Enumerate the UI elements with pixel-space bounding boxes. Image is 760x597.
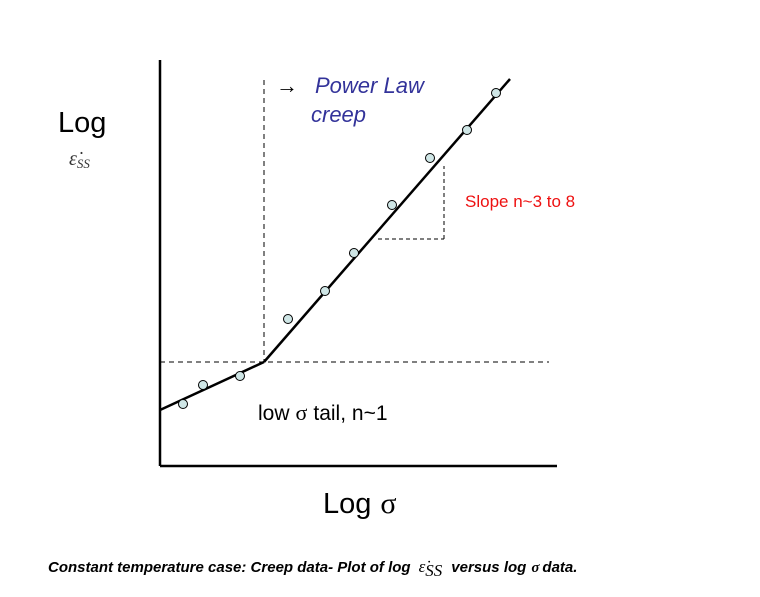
slope-label: Slope n~3 to 8 bbox=[465, 192, 575, 211]
caption-rate-quantity: ε̇ bbox=[419, 557, 431, 576]
power-law-label-line2: creep bbox=[311, 102, 366, 127]
data-point bbox=[235, 371, 245, 381]
power-law-fit-line bbox=[263, 78, 511, 363]
data-point bbox=[425, 153, 435, 163]
figure-caption: Constant temperature case: Creep data- P… bbox=[48, 557, 577, 580]
y-axis-rate-subscript: SS bbox=[77, 156, 91, 171]
x-axis-label-log: Log bbox=[323, 488, 371, 520]
data-point bbox=[178, 399, 188, 409]
power-law-label-line1: Power Law bbox=[315, 73, 426, 98]
caption-sigma: σ bbox=[531, 560, 540, 576]
caption-rate-subscript: SS bbox=[425, 561, 443, 580]
data-points bbox=[178, 88, 501, 409]
data-point bbox=[198, 380, 208, 390]
x-axis-label-sigma: σ bbox=[380, 487, 396, 520]
x-axis-label: Log σ bbox=[323, 487, 397, 520]
caption-part3: data. bbox=[542, 559, 577, 576]
data-point bbox=[283, 314, 293, 324]
data-point bbox=[320, 286, 330, 296]
low-stress-fit-line bbox=[159, 360, 265, 412]
y-axis-label: Log bbox=[58, 107, 106, 139]
data-point bbox=[387, 200, 397, 210]
data-point bbox=[462, 125, 472, 135]
low-stress-tail-label: low σ tail, n~1 bbox=[258, 400, 388, 425]
low-tail-sigma: σ bbox=[296, 400, 308, 425]
caption-part1: Constant temperature case: Creep data- P… bbox=[48, 559, 411, 576]
low-tail-suffix: tail, n~1 bbox=[313, 402, 387, 425]
data-point bbox=[491, 88, 501, 98]
data-point bbox=[349, 248, 359, 258]
y-axis-rate-symbol: ε̇SS bbox=[69, 148, 90, 171]
power-law-arrow: → bbox=[276, 73, 298, 98]
low-tail-prefix: low bbox=[258, 402, 290, 425]
caption-part2: versus log bbox=[451, 559, 526, 576]
